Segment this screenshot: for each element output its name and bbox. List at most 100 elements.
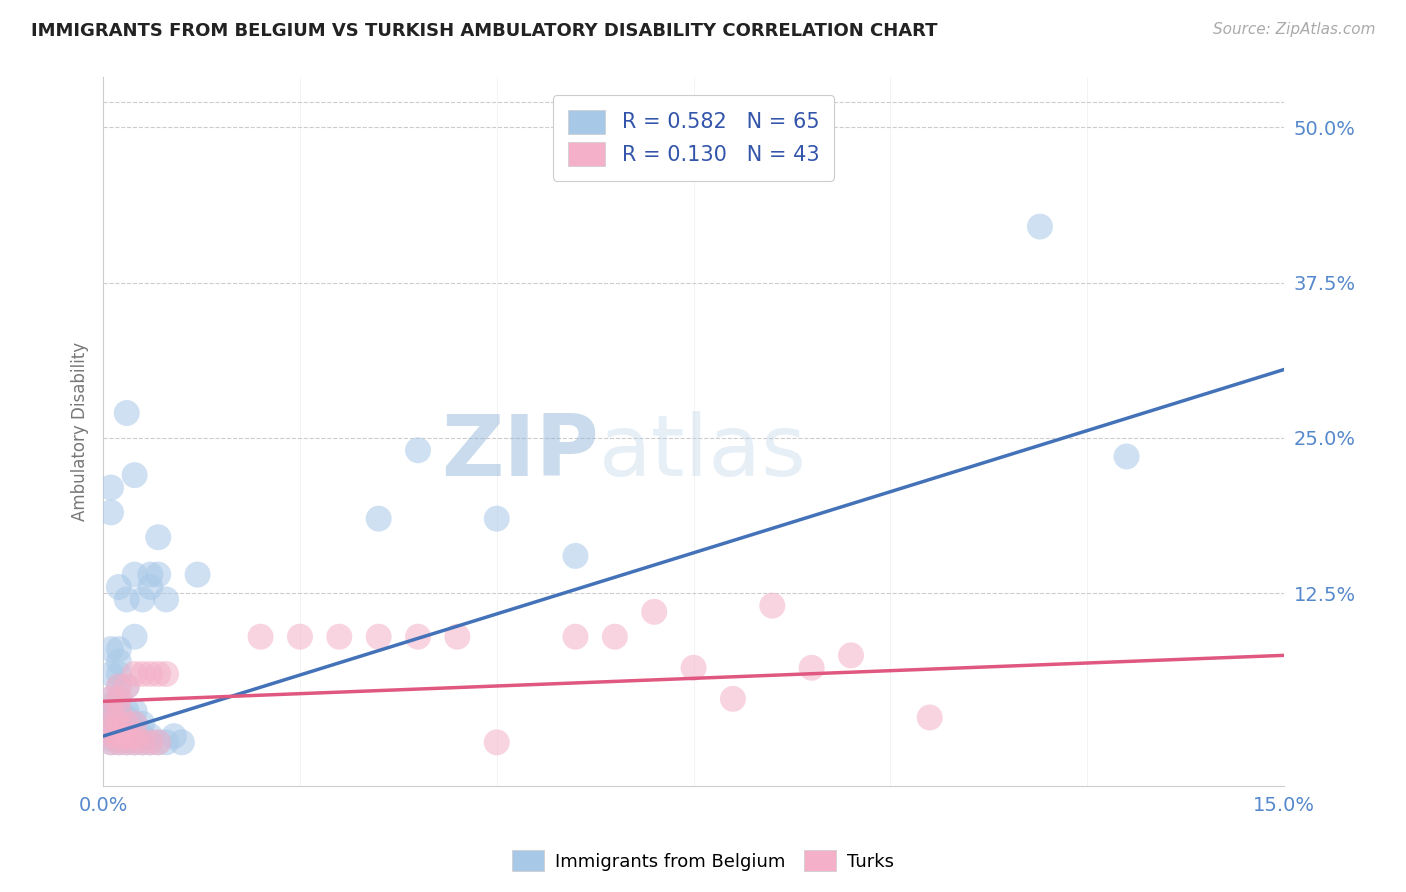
Point [115,716,138,731]
Point [163,729,186,743]
Point [124,716,146,731]
Point [485,511,508,525]
Point [108,735,131,749]
Point [249,630,271,644]
Point [148,735,170,749]
Point [131,667,153,681]
Point [485,735,508,749]
Point [100,723,122,737]
Point [839,648,862,663]
Point [139,729,162,743]
Point [100,698,122,712]
Point [124,735,146,749]
Point [108,729,131,743]
Point [115,723,138,737]
Point [100,716,122,731]
Point [148,530,170,544]
Point [155,667,177,681]
Point [682,661,704,675]
Point [288,630,311,644]
Point [367,630,389,644]
Point [100,729,122,743]
Point [124,735,146,749]
Point [108,642,131,657]
Point [124,630,146,644]
Text: ZIP: ZIP [441,411,599,494]
Point [124,723,146,737]
Point [108,735,131,749]
Point [115,735,138,749]
Point [564,549,586,563]
Point [100,735,122,749]
Legend: Immigrants from Belgium, Turks: Immigrants from Belgium, Turks [505,843,901,879]
Point [100,704,122,718]
Point [100,481,122,495]
Point [148,735,170,749]
Point [124,729,146,743]
Point [115,406,138,420]
Point [721,691,744,706]
Point [643,605,665,619]
Point [1115,450,1137,464]
Point [100,729,122,743]
Text: IMMIGRANTS FROM BELGIUM VS TURKISH AMBULATORY DISABILITY CORRELATION CHART: IMMIGRANTS FROM BELGIUM VS TURKISH AMBUL… [31,22,938,40]
Point [148,567,170,582]
Point [124,468,146,483]
Text: atlas: atlas [599,411,807,494]
Point [406,630,429,644]
Point [100,726,122,740]
Point [124,704,146,718]
Point [918,710,941,724]
Point [108,580,131,594]
Point [367,511,389,525]
Point [131,735,153,749]
Point [139,735,162,749]
Point [131,716,153,731]
Point [139,735,162,749]
Point [124,716,146,731]
Point [115,716,138,731]
Point [155,735,177,749]
Point [100,704,122,718]
Point [108,680,131,694]
Point [115,704,138,718]
Point [131,729,153,743]
Point [131,735,153,749]
Point [115,680,138,694]
Point [108,691,131,706]
Point [328,630,350,644]
Point [124,667,146,681]
Point [100,716,122,731]
Point [108,716,131,731]
Point [124,567,146,582]
Point [170,735,193,749]
Point [100,710,122,724]
Point [139,580,162,594]
Text: Source: ZipAtlas.com: Source: ZipAtlas.com [1212,22,1375,37]
Point [108,723,131,737]
Point [100,735,122,749]
Point [100,691,122,706]
Point [139,667,162,681]
Point [564,630,586,644]
Point [115,735,138,749]
Point [100,667,122,681]
Point [108,680,131,694]
Point [155,592,177,607]
Point [139,567,162,582]
Point [115,710,138,724]
Point [100,691,122,706]
Point [761,599,783,613]
Point [603,630,626,644]
Point [100,505,122,519]
Y-axis label: Ambulatory Disability: Ambulatory Disability [72,342,89,521]
Point [115,680,138,694]
Point [800,661,823,675]
Point [108,704,131,718]
Point [115,729,138,743]
Legend: R = 0.582   N = 65, R = 0.130   N = 43: R = 0.582 N = 65, R = 0.130 N = 43 [553,95,834,180]
Point [108,710,131,724]
Point [100,731,122,746]
Point [108,691,131,706]
Point [108,704,131,718]
